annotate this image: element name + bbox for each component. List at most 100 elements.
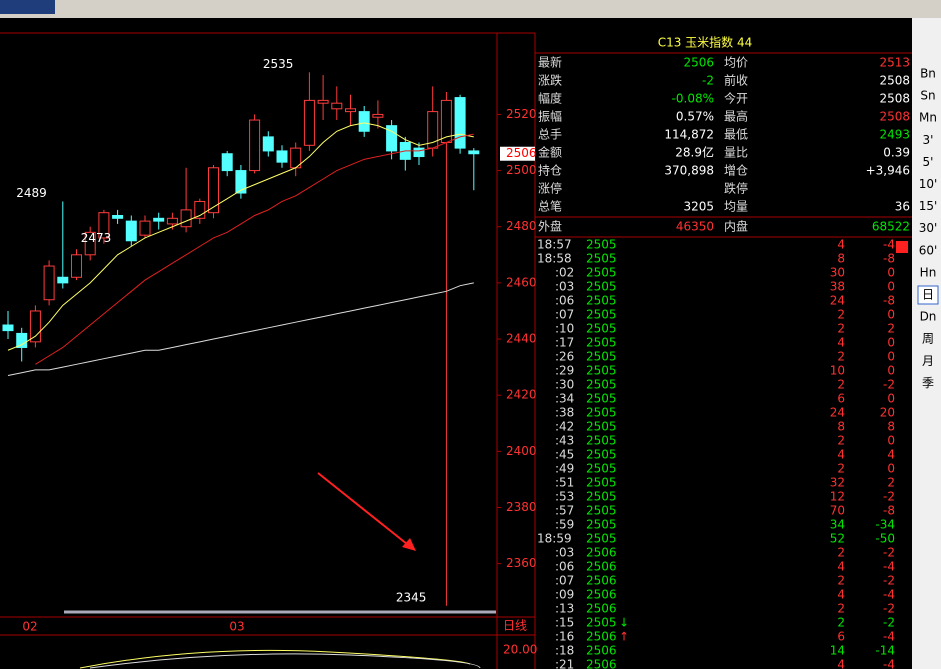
side-button[interactable] [918,197,938,216]
tick-change: 0 [887,462,895,476]
indicator-line [79,649,471,669]
candle-body [112,215,124,219]
tick-volume: 32 [830,476,845,490]
side-button-label[interactable]: 日 [922,288,934,302]
tick-change: 0 [887,364,895,378]
tick-volume: 12 [830,490,845,504]
side-button-label[interactable]: Hn [920,265,937,279]
tick-volume: 10 [830,364,845,378]
tick-time: 18:59 [537,532,572,546]
candle-body [29,310,41,343]
quote-label: 内盘 [724,219,748,234]
side-button-label[interactable]: 周 [922,332,934,346]
tick-time: :53 [555,490,574,504]
side-button[interactable] [918,330,938,349]
tick-change: -2 [883,546,895,560]
tick-volume: 2 [837,322,845,336]
quote-value: 2508 [879,92,910,106]
side-button[interactable] [918,131,938,150]
quote-label: 量比 [724,146,748,160]
candle-body [454,97,466,149]
tick-change: -2 [883,574,895,588]
tick-price: 2506 [586,658,617,669]
tick-change: 20 [880,406,895,420]
scroll-up[interactable] [896,241,908,253]
tick-change: -2 [883,378,895,392]
tick-change: -14 [875,644,895,658]
tick-change: -2 [883,490,895,504]
tick-change: -4 [883,658,895,669]
tick-price: 2506 [586,630,617,644]
tick-change: 0 [887,336,895,350]
side-button-label[interactable]: 季 [922,376,934,390]
side-button-label[interactable]: 5' [923,155,934,169]
tick-volume: 2 [837,350,845,364]
side-button[interactable] [918,352,938,371]
side-button-label[interactable]: 15' [919,199,938,213]
candle-body [194,200,206,219]
candle-body [221,153,233,172]
side-button[interactable] [918,87,938,106]
side-button[interactable] [918,219,938,238]
side-button[interactable] [918,153,938,172]
tick-volume: 24 [830,406,845,420]
side-button-label[interactable]: 3' [923,133,934,147]
tick-time: 18:57 [537,238,572,252]
quote-label: 幅度 [538,91,562,106]
y-tick-label: 2420 [506,388,537,402]
tick-time: :16 [555,630,574,644]
candle-body [84,231,96,256]
arrow-head [402,538,416,551]
side-button-label[interactable]: Sn [920,89,935,103]
side-button-label[interactable]: 60' [919,243,938,257]
side-button-label[interactable]: 月 [922,354,934,368]
side-button-label[interactable]: Dn [920,310,937,324]
side-button[interactable] [918,109,938,128]
side-button[interactable] [918,65,938,83]
tick-time: :07 [555,308,574,322]
candle-body [180,209,192,228]
side-button-label[interactable]: 30' [919,221,938,235]
tick-time: :18 [555,644,574,658]
tick-price: 2505 [586,448,617,462]
tick-price: 2505 [586,364,617,378]
side-button[interactable] [918,241,938,260]
candle-body [125,220,137,242]
side-button-label[interactable]: 10' [919,177,938,191]
tick-price: 2506 [586,644,617,658]
candle-body [276,150,288,163]
quote-label: 涨停 [538,181,562,196]
quote-value: 0.39 [883,146,910,160]
tick-change: 0 [887,308,895,322]
tick-time: :57 [555,504,574,518]
tick-time: :09 [555,588,574,602]
quote-label: 跌停 [724,181,748,196]
side-button-label[interactable]: Bn [920,67,936,81]
tick-volume: 6 [837,630,845,644]
quote-label: 均量 [724,200,748,214]
tick-price: 2505 [586,462,617,476]
tick-price: 2505 [586,476,617,490]
tick-time: :49 [555,462,574,476]
tick-volume: 2 [837,616,845,630]
quote-value: 2508 [879,74,910,88]
candle-body [71,254,82,278]
tick-price: 2505 [586,504,617,518]
y-tick-label: 2480 [506,219,537,233]
side-button-label[interactable]: Mn [919,111,937,125]
quote-value: 36 [895,200,910,214]
side-button[interactable] [917,285,939,305]
candle-body [235,170,247,194]
candle-body [386,125,398,152]
side-button[interactable] [918,263,938,282]
tick-volume: 30 [830,266,845,280]
side-button[interactable] [918,308,938,327]
tick-change: -4 [883,560,895,574]
quote-value: 2493 [879,128,910,142]
tick-time: :26 [555,350,574,364]
tick-change: -4 [883,630,895,644]
side-button[interactable] [918,374,938,393]
arrow [317,472,413,549]
side-button[interactable] [918,175,938,194]
